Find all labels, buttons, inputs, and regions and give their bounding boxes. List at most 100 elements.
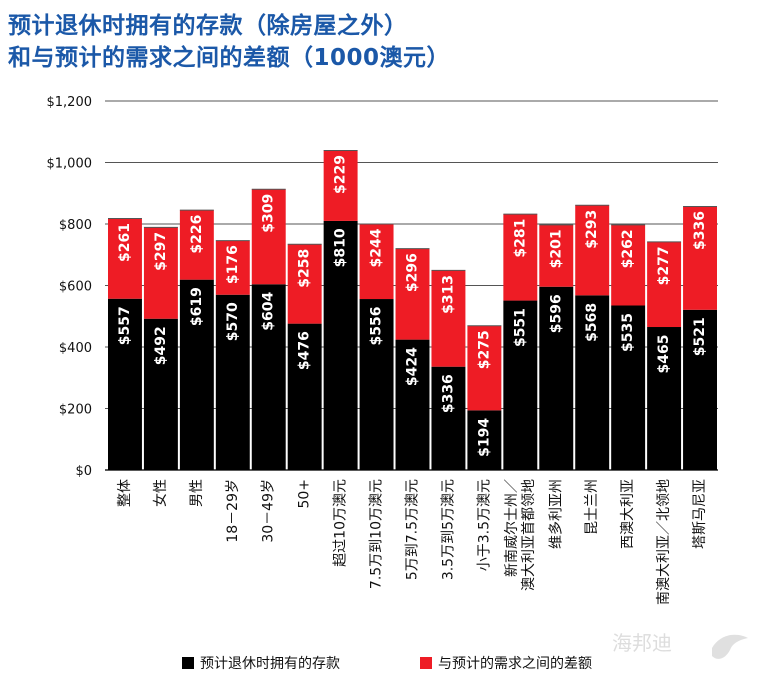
- bar-savings: [215, 294, 250, 470]
- x-category-label: 维多利亚州: [547, 479, 564, 549]
- watermark-logo: 海邦迪: [612, 631, 748, 659]
- bar-gap: [323, 150, 358, 221]
- data-label-savings: $465: [656, 335, 672, 374]
- bar-gap: [575, 205, 610, 296]
- legend-swatch-black: [182, 657, 194, 669]
- x-category-label: 昆士兰州: [584, 479, 600, 535]
- chart-title-line-1: 预计退休时拥有的存款（除房屋之外）: [8, 13, 408, 39]
- bar-savings: [503, 300, 538, 470]
- bar-savings: [251, 284, 286, 470]
- legend-label-savings: 预计退休时拥有的存款: [200, 656, 340, 672]
- bar-gap: [215, 240, 250, 295]
- data-label-gap: $176: [225, 245, 241, 284]
- data-label-gap: $296: [405, 253, 421, 292]
- bar-gap: [251, 189, 286, 285]
- x-category-label: 整体: [117, 479, 133, 507]
- bar-gap: [287, 244, 322, 324]
- data-label-gap: $313: [440, 275, 456, 314]
- bar-gap: [431, 270, 466, 367]
- bar-savings: [287, 323, 322, 470]
- x-category-label: 小于3.5万澳元: [476, 479, 492, 571]
- data-label-gap: $258: [297, 249, 313, 288]
- bar-gap: [395, 248, 430, 340]
- data-label-savings: $194: [476, 418, 492, 457]
- data-label-gap: $336: [692, 211, 708, 250]
- x-category-label: 7.5万到10万澳元: [369, 479, 385, 589]
- data-label-gap: $309: [261, 194, 277, 233]
- bar-gap: [359, 224, 394, 300]
- x-category-label: 5万到7.5万澳元: [405, 479, 421, 580]
- x-category-label: 18－29岁: [225, 479, 241, 543]
- data-label-savings: $476: [297, 331, 313, 370]
- svg-text:海邦迪: 海邦迪: [612, 631, 672, 655]
- y-tick-label: $400: [59, 341, 92, 356]
- data-label-gap: $297: [153, 232, 169, 271]
- data-label-savings: $556: [369, 307, 385, 346]
- bar-savings: [323, 220, 358, 470]
- y-tick-label: $0: [75, 464, 92, 479]
- bar-gap: [539, 224, 574, 287]
- data-label-gap: $277: [656, 246, 672, 285]
- data-label-savings: $619: [189, 287, 205, 326]
- data-label-gap: $244: [369, 228, 385, 267]
- bar-savings: [611, 305, 646, 470]
- data-label-gap: $275: [476, 330, 492, 369]
- data-label-savings: $557: [117, 306, 133, 345]
- data-label-savings: $492: [153, 326, 169, 365]
- bar-savings: [647, 327, 682, 470]
- bar-gap: [647, 241, 682, 328]
- bar-savings: [395, 339, 430, 470]
- bar-savings: [143, 318, 178, 470]
- x-category-label: 西澳大利亚: [620, 479, 636, 549]
- bar-gap: [179, 210, 214, 280]
- data-label-gap: $201: [548, 229, 564, 268]
- bar-savings: [467, 410, 502, 470]
- x-category-label: 男性: [189, 479, 205, 507]
- bar-savings: [359, 299, 394, 470]
- legend-item-gap: 与预计的需求之间的差额: [420, 653, 592, 673]
- bar-savings: [108, 298, 142, 470]
- data-label-gap: $261: [117, 223, 133, 262]
- data-label-savings: $810: [333, 228, 349, 267]
- legend-label-gap: 与预计的需求之间的差额: [438, 656, 592, 672]
- x-category-label: 超过10万澳元: [333, 479, 349, 567]
- y-tick-label: $600: [59, 280, 92, 295]
- bar-savings: [179, 279, 214, 470]
- data-label-gap: $226: [189, 215, 205, 254]
- x-category-label: 女性: [152, 479, 169, 507]
- x-category-label: 3.5万到5万澳元: [440, 479, 456, 580]
- data-label-savings: $596: [548, 294, 564, 333]
- x-category-label: 新南威尔士州／: [504, 479, 520, 577]
- y-tick-label: $200: [59, 403, 92, 418]
- data-label-savings: $604: [261, 292, 277, 331]
- data-label-gap: $262: [620, 229, 636, 268]
- bar-gap: [683, 206, 717, 310]
- bar-gap: [143, 227, 178, 319]
- bar-savings: [575, 295, 610, 470]
- data-label-gap: $293: [584, 210, 600, 249]
- chart-title-line-2: 和与预计的需求之间的差额（1000澳元）: [8, 45, 451, 71]
- bar-gap: [108, 218, 142, 299]
- x-category-label: 南澳大利亚／北领地: [656, 479, 672, 605]
- y-tick-label: $1,000: [47, 157, 93, 172]
- legend-swatch-red: [420, 657, 432, 669]
- bar-gap: [503, 214, 538, 301]
- data-label-savings: $551: [512, 308, 528, 347]
- x-category-label: 塔斯马尼亚: [692, 479, 708, 549]
- data-label-gap: $281: [512, 219, 528, 258]
- bar-gap: [611, 224, 646, 306]
- bar-savings: [683, 309, 717, 470]
- bar-savings: [431, 366, 466, 470]
- bar-gap: [467, 325, 502, 411]
- y-tick-label: $1,200: [47, 95, 93, 110]
- y-tick-label: $800: [59, 218, 92, 233]
- bar-savings: [539, 286, 574, 470]
- data-label-savings: $424: [405, 347, 421, 386]
- x-category-label: 50+: [297, 479, 313, 509]
- legend-item-savings: 预计退休时拥有的存款: [182, 653, 340, 673]
- data-label-savings: $535: [620, 313, 636, 352]
- x-category-label: 澳大利亚首都领地: [521, 479, 537, 591]
- data-label-savings: $336: [440, 374, 456, 413]
- data-label-savings: $521: [692, 317, 708, 356]
